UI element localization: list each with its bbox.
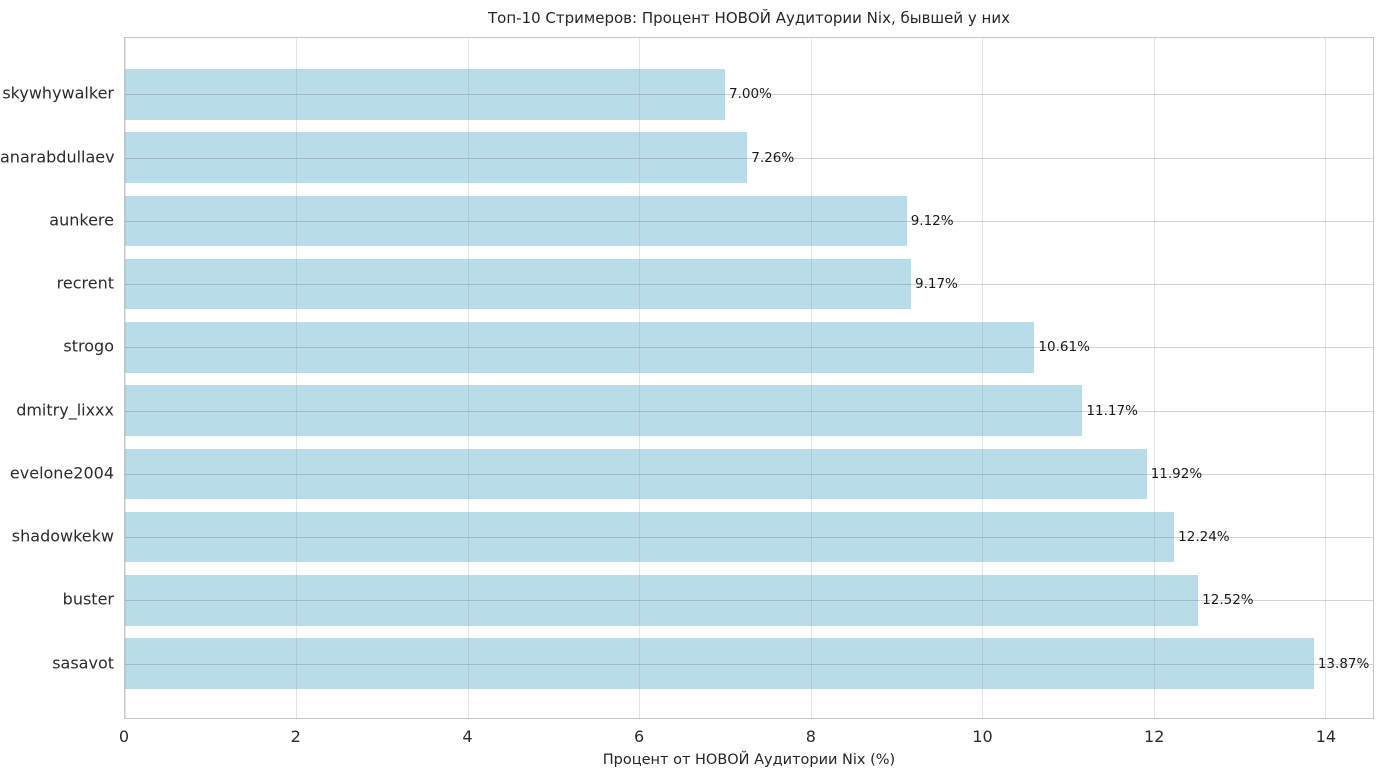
h-gridline bbox=[125, 410, 1373, 412]
plot-area: 7.00% 7.26% 9.12% 9.17% 10.61% 11.17% 11.92% 12… bbox=[124, 37, 1374, 719]
h-gridline bbox=[125, 600, 1373, 602]
x-tick-label: 8 bbox=[805, 727, 816, 746]
h-gridline bbox=[125, 473, 1373, 475]
bar bbox=[125, 385, 1083, 436]
x-tick-label: 6 bbox=[634, 727, 645, 746]
bar bbox=[125, 195, 907, 247]
bar-value-label: 9.17% bbox=[915, 276, 958, 293]
y-tick-label: recrent bbox=[56, 273, 114, 293]
bar-value-label: 10.61% bbox=[1038, 339, 1090, 356]
y-tick-label: buster bbox=[62, 589, 114, 609]
bar bbox=[125, 69, 725, 120]
bar bbox=[125, 511, 1175, 563]
x-tick-label: 0 bbox=[118, 727, 130, 746]
v-gridline bbox=[810, 38, 812, 718]
y-tick-label: aunkere bbox=[49, 210, 114, 230]
h-gridline bbox=[125, 284, 1373, 286]
chart-title: Топ-10 Стримеров: Процент НОВОЙ Аудитори… bbox=[488, 9, 1010, 27]
v-gridline bbox=[982, 38, 984, 718]
y-tick-label: dmitry_lixxx bbox=[16, 400, 114, 420]
bar-value-label: 13.87% bbox=[1317, 655, 1370, 672]
y-tick-label: evelone2004 bbox=[9, 463, 114, 483]
x-tick-label: 12 bbox=[1144, 727, 1165, 746]
bar bbox=[125, 322, 1035, 373]
bar-value-label: 12.24% bbox=[1178, 529, 1230, 546]
bar-value-label: 7.00% bbox=[729, 86, 772, 103]
x-tick-label: 14 bbox=[1315, 727, 1337, 746]
v-gridline bbox=[1153, 38, 1155, 718]
v-gridline bbox=[125, 38, 126, 718]
y-tick-label: skywhywalker bbox=[2, 83, 114, 103]
x-axis-label: Процент от НОВОЙ Аудитории Nix (%) bbox=[602, 752, 896, 768]
v-gridline bbox=[296, 38, 298, 718]
h-gridline bbox=[125, 347, 1373, 349]
bar-value-label: 11.17% bbox=[1086, 402, 1138, 419]
bar bbox=[125, 258, 911, 310]
x-tick-label: 4 bbox=[462, 727, 473, 746]
bar-value-label: 11.92% bbox=[1150, 465, 1203, 482]
v-gridline bbox=[467, 38, 469, 718]
h-gridline bbox=[125, 663, 1373, 665]
bar-value-label: 9.12% bbox=[910, 212, 954, 229]
bar bbox=[125, 638, 1314, 689]
h-gridline bbox=[125, 157, 1373, 159]
v-gridline bbox=[1325, 38, 1326, 718]
y-tick-label: strogo bbox=[63, 336, 114, 356]
y-tick-label: sasavot bbox=[52, 653, 114, 673]
bar bbox=[125, 132, 748, 183]
h-gridline bbox=[125, 220, 1373, 222]
x-tick-label: 2 bbox=[290, 727, 301, 746]
v-gridline bbox=[639, 38, 641, 718]
bar bbox=[125, 575, 1199, 626]
h-gridline bbox=[125, 537, 1373, 539]
bar-value-label: 7.26% bbox=[751, 149, 795, 166]
h-gridline bbox=[125, 94, 1373, 96]
x-tick-label: 10 bbox=[972, 727, 993, 746]
bar bbox=[125, 448, 1147, 500]
y-tick-label: anarabdullaev bbox=[0, 147, 115, 167]
y-tick-label: shadowkekw bbox=[11, 526, 114, 546]
bar-value-label: 12.52% bbox=[1202, 592, 1254, 609]
